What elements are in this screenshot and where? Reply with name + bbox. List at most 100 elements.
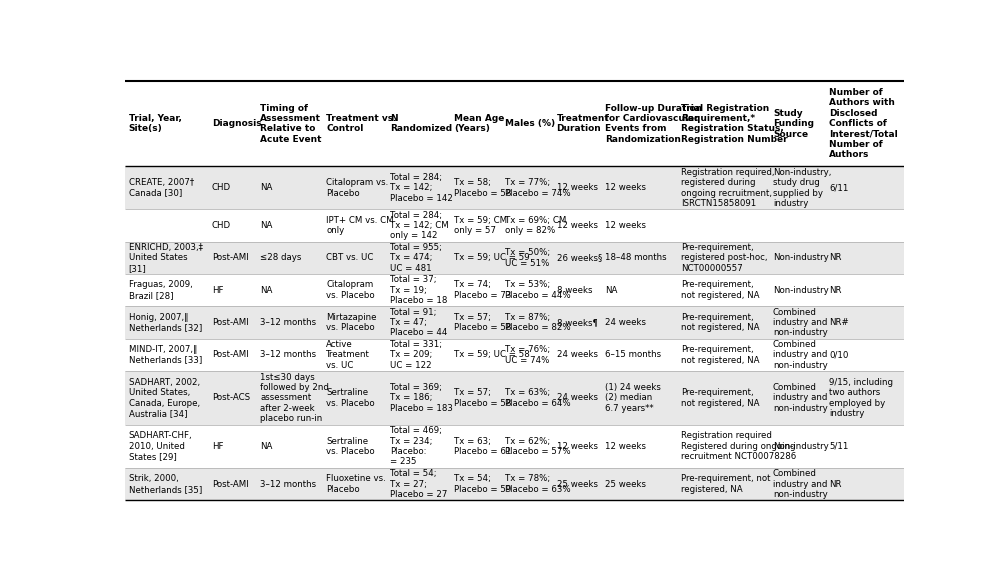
Text: Combined
industry and
non-industry: Combined industry and non-industry [772, 340, 826, 370]
Text: Fluoxetine vs.
Placebo: Fluoxetine vs. Placebo [326, 475, 385, 494]
Text: Tx = 69%; CM
only = 82%: Tx = 69%; CM only = 82% [505, 216, 566, 235]
Text: Post-AMI: Post-AMI [212, 480, 249, 489]
Text: Trial, Year,
Site(s): Trial, Year, Site(s) [128, 114, 182, 133]
Text: Post-AMI: Post-AMI [212, 350, 249, 359]
Text: Post-ACS: Post-ACS [212, 393, 250, 403]
Text: Tx = 53%;
Placebo = 44%: Tx = 53%; Placebo = 44% [505, 281, 571, 300]
Text: Number of
Authors with
Disclosed
Conflicts of
Interest/Total
Number of
Authors: Number of Authors with Disclosed Conflic… [828, 88, 897, 159]
Text: Pre-requirement,
not registered, NA: Pre-requirement, not registered, NA [680, 345, 759, 365]
Text: Honig, 2007,‖
Netherlands [32]: Honig, 2007,‖ Netherlands [32] [128, 313, 202, 332]
Text: Total = 37;
Tx = 19;
Placebo = 18: Total = 37; Tx = 19; Placebo = 18 [390, 275, 447, 305]
Text: NR: NR [828, 286, 841, 295]
Text: Mean Age
(Years): Mean Age (Years) [453, 114, 504, 133]
Text: Strik, 2000,
Netherlands [35]: Strik, 2000, Netherlands [35] [128, 475, 202, 494]
Text: NA: NA [260, 286, 272, 295]
Text: NA: NA [260, 442, 272, 451]
Text: Treatment
Duration: Treatment Duration [556, 114, 609, 133]
Text: Sertraline
vs. Placebo: Sertraline vs. Placebo [326, 437, 374, 456]
Text: Tx = 87%;
Placebo = 82%: Tx = 87%; Placebo = 82% [505, 313, 571, 332]
Text: Tx = 63%;
Placebo = 64%: Tx = 63%; Placebo = 64% [505, 388, 571, 408]
Text: Trial Registration
Requirement,*
Registration Status,
Registration Number: Trial Registration Requirement,* Registr… [680, 104, 787, 144]
Text: Tx = 78%;
Placebo = 63%: Tx = 78%; Placebo = 63% [505, 475, 571, 494]
Text: Non-industry: Non-industry [772, 286, 827, 295]
Text: Pre-requirement, not
registered, NA: Pre-requirement, not registered, NA [680, 475, 769, 494]
Text: Citalopram
vs. Placebo: Citalopram vs. Placebo [326, 281, 374, 300]
Text: Diagnosis: Diagnosis [212, 119, 261, 128]
Text: SADHART-CHF,
2010, United
States [29]: SADHART-CHF, 2010, United States [29] [128, 431, 192, 462]
Text: Total = 54;
Tx = 27;
Placebo = 27: Total = 54; Tx = 27; Placebo = 27 [390, 469, 447, 499]
Text: 8 weeks: 8 weeks [556, 286, 592, 295]
Text: Tx = 74;
Placebo = 73: Tx = 74; Placebo = 73 [453, 281, 511, 300]
Text: Combined
industry and
non-industry: Combined industry and non-industry [772, 383, 826, 413]
Text: NR: NR [828, 253, 841, 263]
Text: 8 weeks¶: 8 weeks¶ [556, 318, 597, 327]
Text: (1) 24 weeks
(2) median
6.7 years**: (1) 24 weeks (2) median 6.7 years** [604, 383, 660, 413]
Text: Total = 284;
Tx = 142; CM
only = 142: Total = 284; Tx = 142; CM only = 142 [390, 210, 448, 240]
Text: 24 weeks: 24 weeks [556, 350, 597, 359]
Text: Pre-requirement,
not registered, NA: Pre-requirement, not registered, NA [680, 281, 759, 300]
Text: Post-AMI: Post-AMI [212, 318, 249, 327]
Text: Combined
industry and
non-industry: Combined industry and non-industry [772, 307, 826, 337]
Text: 0/10: 0/10 [828, 350, 848, 359]
Text: CREATE, 2007†
Canada [30]: CREATE, 2007† Canada [30] [128, 178, 194, 197]
Text: NA: NA [604, 286, 617, 295]
Text: 9/15, including
two authors
employed by
industry: 9/15, including two authors employed by … [828, 378, 892, 418]
Text: 6/11: 6/11 [828, 183, 848, 192]
Text: 1st≤30 days
followed by 2nd
assessment
after 2-week
placebo run-in: 1st≤30 days followed by 2nd assessment a… [260, 373, 329, 423]
Text: Non-industry,
study drug
supplied by
industry: Non-industry, study drug supplied by ind… [772, 168, 830, 208]
Text: HF: HF [212, 442, 223, 451]
Text: Tx = 77%;
Placebo = 74%: Tx = 77%; Placebo = 74% [505, 178, 571, 197]
Text: Tx = 59; CM
only = 57: Tx = 59; CM only = 57 [453, 216, 507, 235]
Text: Males (%): Males (%) [505, 119, 555, 128]
Text: Fraguas, 2009,
Brazil [28]: Fraguas, 2009, Brazil [28] [128, 281, 193, 300]
Text: N
Randomized: N Randomized [390, 114, 451, 133]
Text: Tx = 54;
Placebo = 59: Tx = 54; Placebo = 59 [453, 475, 511, 494]
Text: NA: NA [260, 183, 272, 192]
Text: 12 weeks: 12 weeks [604, 221, 645, 230]
Text: Total = 955;
Tx = 474;
UC = 481: Total = 955; Tx = 474; UC = 481 [390, 243, 441, 273]
Text: Tx = 57;
Placebo = 58: Tx = 57; Placebo = 58 [453, 313, 511, 332]
Text: 12 weeks: 12 weeks [604, 442, 645, 451]
Text: NA: NA [260, 221, 272, 230]
Text: 18–48 months: 18–48 months [604, 253, 666, 263]
Text: Sertraline
vs. Placebo: Sertraline vs. Placebo [326, 388, 374, 408]
Text: 26 weeks§: 26 weeks§ [556, 253, 601, 263]
Text: 12 weeks: 12 weeks [556, 442, 597, 451]
Text: Registration required,
registered during
ongoing recruitment,
ISRCTN15858091: Registration required, registered during… [680, 168, 773, 208]
Text: Tx = 58;
Placebo = 58: Tx = 58; Placebo = 58 [453, 178, 511, 197]
Text: 25 weeks: 25 weeks [556, 480, 597, 489]
Text: MIND-IT, 2007,‖
Netherlands [33]: MIND-IT, 2007,‖ Netherlands [33] [128, 345, 202, 365]
Text: 24 weeks: 24 weeks [556, 393, 597, 403]
Text: CBT vs. UC: CBT vs. UC [326, 253, 373, 263]
Text: Active
Treatment
vs. UC: Active Treatment vs. UC [326, 340, 370, 370]
Text: 25 weeks: 25 weeks [604, 480, 645, 489]
Bar [125, 371, 903, 425]
Text: Timing of
Assessment
Relative to
Acute Event: Timing of Assessment Relative to Acute E… [260, 104, 321, 144]
Text: Total = 369;
Tx = 186;
Placebo = 183: Total = 369; Tx = 186; Placebo = 183 [390, 383, 452, 413]
Text: Total = 469;
Tx = 234;
Placebo:
= 235: Total = 469; Tx = 234; Placebo: = 235 [390, 426, 441, 467]
Bar [125, 306, 903, 338]
Text: CHD: CHD [212, 183, 231, 192]
Text: NR: NR [828, 480, 841, 489]
Text: Non-industry: Non-industry [772, 253, 827, 263]
Text: Total = 331;
Tx = 209;
UC = 122: Total = 331; Tx = 209; UC = 122 [390, 340, 441, 370]
Text: Total = 91;
Tx = 47;
Placebo = 44: Total = 91; Tx = 47; Placebo = 44 [390, 307, 447, 337]
Bar [125, 242, 903, 274]
Text: 12 weeks: 12 weeks [556, 183, 597, 192]
Text: NR#: NR# [828, 318, 848, 327]
Text: Tx = 76%;
UC = 74%: Tx = 76%; UC = 74% [505, 345, 550, 365]
Text: Study
Funding
Source: Study Funding Source [772, 109, 813, 138]
Text: Tx = 63;
Placebo = 61: Tx = 63; Placebo = 61 [453, 437, 511, 456]
Text: 5/11: 5/11 [828, 442, 848, 451]
Text: Tx = 59; UC = 59: Tx = 59; UC = 59 [453, 253, 529, 263]
Text: Total = 284;
Tx = 142;
Placebo = 142: Total = 284; Tx = 142; Placebo = 142 [390, 173, 452, 203]
Text: Tx = 57;
Placebo = 58: Tx = 57; Placebo = 58 [453, 388, 511, 408]
Text: 12 weeks: 12 weeks [604, 183, 645, 192]
Text: ENRICHD, 2003,‡
United States
[31]: ENRICHD, 2003,‡ United States [31] [128, 243, 203, 273]
Text: Tx = 62%;
Placebo = 57%: Tx = 62%; Placebo = 57% [505, 437, 571, 456]
Text: Citalopram vs.
Placebo: Citalopram vs. Placebo [326, 178, 388, 197]
Text: Pre-requirement,
registered post-hoc,
NCT00000557: Pre-requirement, registered post-hoc, NC… [680, 243, 767, 273]
Text: 3–12 months: 3–12 months [260, 350, 316, 359]
Text: Combined
industry and
non-industry: Combined industry and non-industry [772, 469, 826, 499]
Text: Tx = 59; UC = 58: Tx = 59; UC = 58 [453, 350, 529, 359]
